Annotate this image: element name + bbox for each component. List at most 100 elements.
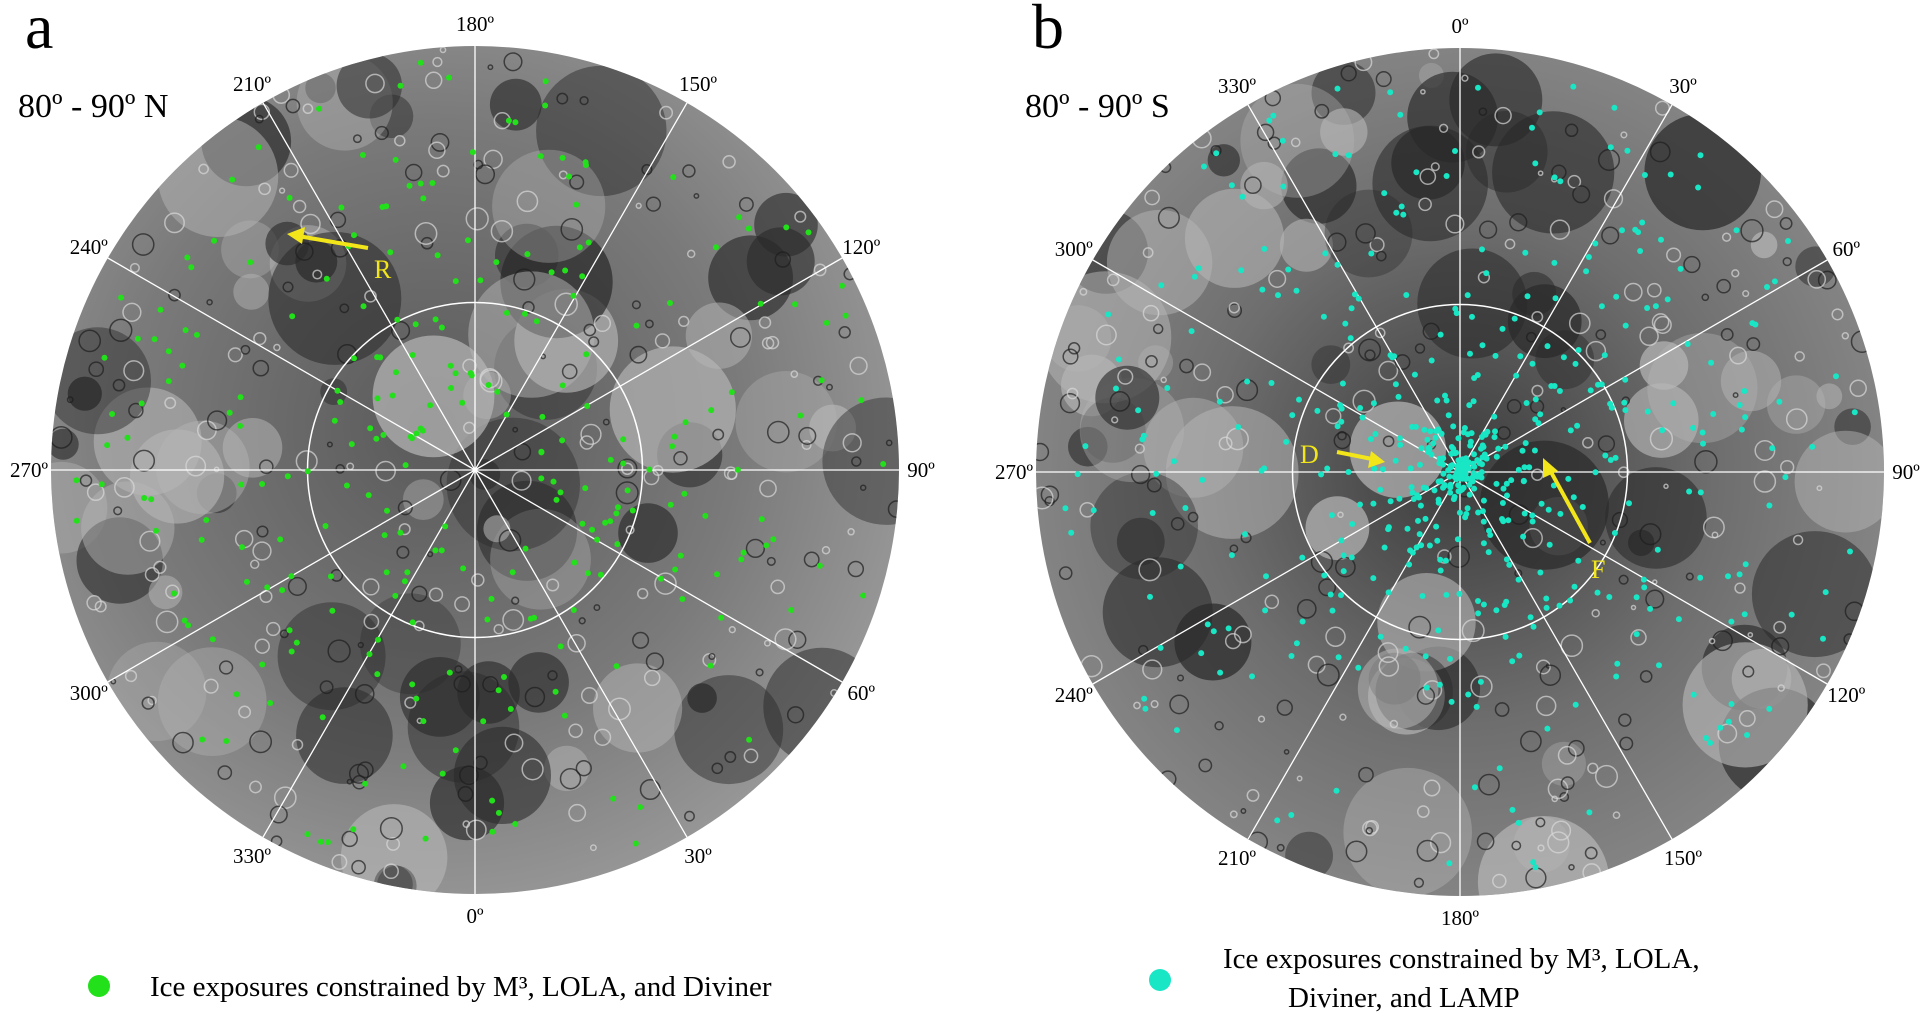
ice-exposure-point <box>589 526 596 533</box>
small-crater <box>326 441 333 448</box>
small-crater <box>78 329 102 353</box>
longitude-label-30: 30º <box>1669 74 1697 98</box>
small-crater <box>206 298 213 306</box>
small-crater <box>1572 185 1591 204</box>
small-crater <box>327 639 351 663</box>
crater-shading <box>1766 375 1826 434</box>
ice-exposure-point <box>1544 343 1551 350</box>
ice-exposure-point <box>1423 684 1430 691</box>
ice-exposure-point <box>1443 173 1450 179</box>
crater-shading <box>1343 767 1472 896</box>
ice-exposure-point <box>682 419 689 426</box>
crater-shading <box>1377 573 1476 672</box>
ice-exposure-point <box>579 273 586 280</box>
ice-exposure-point <box>1158 282 1165 289</box>
crater-shading <box>1240 83 1355 198</box>
ice-exposure-point <box>745 225 752 232</box>
ice-exposure-point <box>1621 399 1628 406</box>
small-crater <box>1653 315 1672 334</box>
ice-exposure-point <box>1428 357 1435 364</box>
small-crater <box>1142 659 1163 680</box>
ice-exposure-point <box>373 435 380 442</box>
crater-shading <box>1102 557 1213 668</box>
ice-exposure-point <box>1442 392 1448 399</box>
small-crater <box>569 174 585 190</box>
small-crater <box>1111 416 1119 424</box>
callout-f-label: F <box>1591 555 1605 584</box>
ice-exposure-point <box>439 770 446 777</box>
small-crater <box>1257 715 1266 723</box>
small-crater <box>723 466 738 481</box>
small-crater <box>129 262 140 273</box>
small-crater <box>1549 219 1571 240</box>
small-crater <box>1738 710 1756 727</box>
ice-exposure-point <box>199 736 206 743</box>
ice-exposure-point <box>566 173 573 180</box>
crater-shading <box>305 72 336 104</box>
callout-r-label: R <box>374 255 392 284</box>
small-crater <box>1461 619 1485 643</box>
small-crater <box>1337 511 1344 518</box>
ice-exposure-point <box>1733 227 1740 234</box>
ice-exposure-point <box>1483 270 1490 277</box>
ice-exposure-point <box>351 232 357 239</box>
ice-exposure-point <box>211 237 218 244</box>
small-crater <box>1036 442 1050 462</box>
ice-exposure-point <box>1188 328 1195 335</box>
ice-exposure-point <box>1345 469 1352 475</box>
small-crater <box>113 506 123 516</box>
small-crater <box>1747 631 1754 638</box>
ice-exposure-point <box>1355 295 1362 302</box>
small-crater <box>1058 566 1073 580</box>
small-crater <box>1683 255 1701 274</box>
ice-exposure-point <box>329 607 336 614</box>
crater-shading <box>336 53 402 119</box>
ice-exposure-point <box>1413 169 1420 176</box>
ice-exposure-point <box>548 269 555 276</box>
ice-exposure-point <box>1334 423 1341 430</box>
small-crater <box>51 425 73 449</box>
crater-shading <box>1143 397 1244 498</box>
ice-exposure-point <box>488 595 495 602</box>
ice-exposure-point <box>839 282 845 289</box>
ice-exposure-point <box>1728 701 1735 707</box>
ice-exposure-point <box>521 310 528 317</box>
north-longitude-labels: 0º 30º 60º 90º 120º 150º 180º 210º 240º 270º 300º 3… <box>10 12 935 928</box>
small-crater <box>109 318 133 342</box>
ice-exposure-point <box>1283 438 1290 445</box>
ice-exposure-point <box>1314 407 1321 414</box>
ice-exposure-point <box>351 355 357 362</box>
small-crater <box>568 723 583 738</box>
crater-shading <box>268 231 402 365</box>
small-crater <box>1198 758 1213 773</box>
ice-exposure-point <box>713 244 719 251</box>
ice-exposure-point <box>494 388 501 395</box>
ice-exposure-point <box>1201 163 1207 170</box>
small-crater <box>546 578 560 592</box>
longitude-label-210: 210º <box>233 72 272 96</box>
ice-exposure-point <box>1296 396 1302 403</box>
small-crater <box>1283 749 1290 755</box>
ice-exposure-point <box>1321 572 1328 579</box>
ice-exposure-point <box>322 523 329 529</box>
longitude-label-330: 330º <box>233 844 272 868</box>
ice-exposure-point <box>559 154 566 161</box>
small-crater <box>331 854 348 870</box>
small-crater <box>1551 820 1572 841</box>
small-crater <box>79 474 93 487</box>
ice-exposure-point <box>1164 385 1171 391</box>
ice-exposure-point <box>512 119 519 126</box>
ice-exposure-point <box>1556 388 1563 394</box>
small-crater <box>365 73 385 94</box>
south-map-graticule <box>1036 48 1884 896</box>
ice-exposure-point <box>452 278 459 285</box>
ice-exposure-point <box>1587 387 1594 394</box>
small-crater <box>1062 348 1079 365</box>
small-crater <box>1445 214 1465 234</box>
ice-exposure-point <box>1509 806 1516 813</box>
ice-exposure-point <box>165 378 172 385</box>
ice-exposure-point <box>1586 809 1593 816</box>
south-map-terrain <box>1036 48 1884 896</box>
small-crater <box>682 164 696 178</box>
ice-exposure-point <box>1324 465 1331 472</box>
